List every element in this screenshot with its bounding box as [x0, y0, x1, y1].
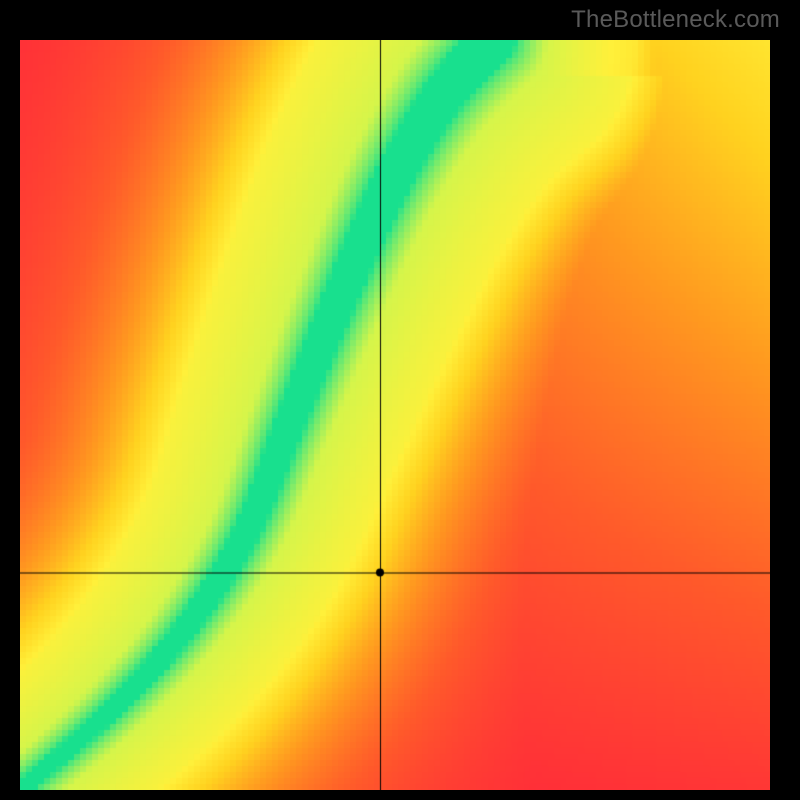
chart-container: TheBottleneck.com [0, 0, 800, 800]
watermark-text: TheBottleneck.com [571, 6, 780, 34]
bottleneck-heatmap [20, 40, 770, 790]
